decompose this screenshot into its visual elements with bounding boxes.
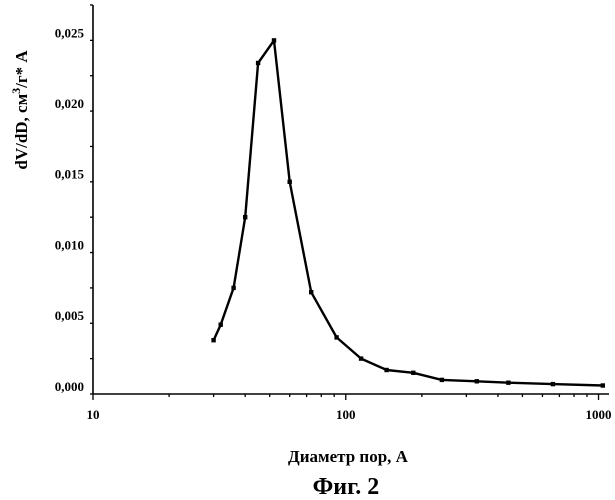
y-axis-title-tail: /г* А xyxy=(12,50,31,89)
data-point xyxy=(219,323,223,327)
data-point xyxy=(211,338,215,342)
y-tick-label: 0,005 xyxy=(55,308,85,323)
y-tick-label: 0,000 xyxy=(55,379,84,394)
series-line xyxy=(214,40,603,385)
x-tick-label: 100 xyxy=(336,407,356,422)
series-group xyxy=(211,38,605,387)
data-point xyxy=(288,180,292,184)
tick-marks xyxy=(90,5,599,400)
data-point xyxy=(411,371,415,375)
data-point xyxy=(334,335,338,339)
data-point xyxy=(551,382,555,386)
y-tick-label: 0,010 xyxy=(55,237,84,252)
y-tick-label: 0,020 xyxy=(55,96,84,111)
y-tick-label: 0,025 xyxy=(55,25,85,40)
data-point xyxy=(475,379,479,383)
data-point xyxy=(243,215,247,219)
data-point xyxy=(601,383,605,387)
data-point xyxy=(256,61,260,65)
data-point xyxy=(231,286,235,290)
data-point xyxy=(272,38,276,42)
x-tick-label: 10 xyxy=(87,407,100,422)
y-tick-label: 0,015 xyxy=(55,167,85,182)
tick-labels: 0,000 0,005 0,010 0,015 0,020 0,025 10 100 1000 xyxy=(55,25,612,422)
data-point xyxy=(384,368,388,372)
x-axis-title: Диаметр пор, А xyxy=(288,447,409,466)
data-point xyxy=(359,356,363,360)
y-axis-title-main: dV/dD, см xyxy=(12,93,31,169)
data-point xyxy=(309,290,313,294)
axes xyxy=(93,5,609,394)
figure-caption: Фиг. 2 xyxy=(313,474,380,500)
data-point xyxy=(506,381,510,385)
x-tick-label: 1000 xyxy=(586,407,612,422)
y-axis-title: dV/dD, см3/г* А xyxy=(9,50,31,170)
data-point xyxy=(440,378,444,382)
